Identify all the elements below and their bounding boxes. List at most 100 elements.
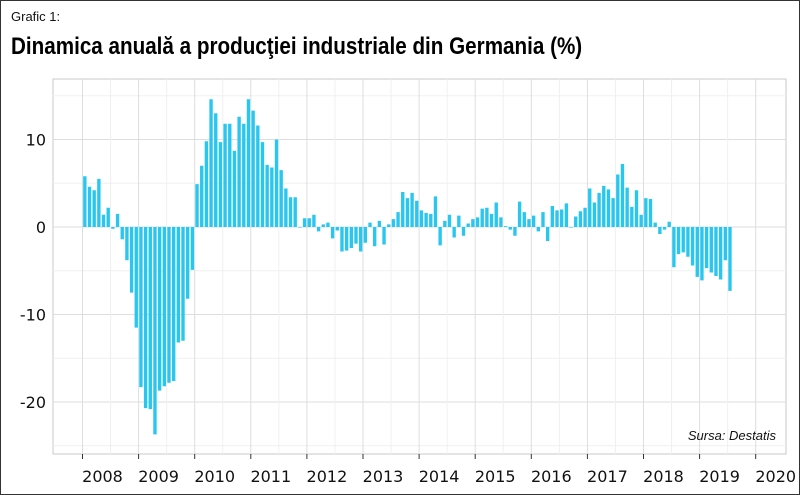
x-tick-label: 2015 [475, 467, 516, 486]
data-bar [214, 113, 218, 227]
data-bar [550, 206, 555, 227]
chart-caption: Grafic 1: [11, 9, 61, 24]
data-bar [475, 217, 480, 228]
data-bar [686, 227, 690, 257]
data-bar [443, 220, 447, 228]
data-bar [560, 209, 564, 227]
data-bar [242, 123, 246, 227]
data-bar [195, 184, 199, 228]
data-bar [358, 227, 363, 252]
data-bar [508, 227, 512, 230]
data-bar [349, 227, 353, 248]
x-tick-label: 2011 [250, 467, 291, 486]
data-bar [681, 227, 685, 253]
data-bar [232, 150, 237, 228]
data-bar [466, 223, 470, 227]
data-bar [503, 226, 508, 228]
data-bar [321, 224, 325, 228]
y-axis: 10 0 -10 -20 [20, 131, 46, 413]
data-bar [162, 227, 166, 387]
data-bar [316, 227, 321, 232]
data-bar [354, 227, 358, 244]
data-bar [256, 125, 260, 227]
data-bar [228, 123, 232, 227]
data-bar [120, 227, 124, 240]
data-bar [157, 227, 162, 391]
data-bar [611, 198, 615, 228]
data-bar [148, 227, 152, 409]
data-bar [676, 227, 681, 255]
data-bar [302, 218, 307, 227]
data-bar [186, 227, 190, 299]
data-bar [312, 214, 316, 227]
data-bar [167, 227, 171, 383]
data-bar [204, 141, 209, 227]
data-bar [447, 214, 452, 227]
x-tick-label: 2019 [699, 467, 740, 486]
y-tick-label: -20 [20, 393, 46, 412]
data-bar [391, 219, 396, 228]
data-bar [382, 227, 386, 245]
data-bar [592, 202, 597, 227]
data-bar [97, 178, 101, 228]
data-bar [139, 227, 143, 388]
data-bar [569, 227, 573, 228]
data-bar [92, 190, 96, 227]
data-bar [190, 227, 195, 270]
source-note: Sursa: Destatis [688, 428, 777, 443]
data-bar [723, 227, 727, 261]
data-bar [578, 211, 583, 227]
data-bar [237, 116, 241, 227]
x-tick-label: 2010 [194, 467, 235, 486]
data-bar [181, 227, 185, 341]
data-bar [111, 227, 115, 229]
data-bar [265, 164, 269, 228]
x-tick-label: 2012 [307, 467, 348, 486]
x-axis: 2008 2009 2010 2011 2012 2013 2014 2015 2016 2017… [82, 454, 796, 486]
data-bar [630, 206, 634, 228]
data-bar [658, 227, 662, 234]
data-bar [583, 207, 587, 227]
data-bar [667, 221, 671, 227]
data-bar [424, 213, 428, 227]
data-bar [536, 227, 540, 232]
data-bar [363, 227, 368, 243]
data-bar [83, 176, 87, 227]
data-bar [480, 208, 484, 228]
data-bar [106, 207, 110, 227]
data-bar [527, 219, 531, 228]
data-bar [125, 227, 129, 261]
data-bar [620, 164, 625, 227]
data-bar [541, 212, 545, 228]
data-bar [260, 142, 265, 228]
data-bar [714, 227, 718, 276]
data-bar [672, 227, 676, 268]
y-tick-label: 10 [26, 131, 46, 150]
data-bar [639, 214, 643, 227]
x-tick-label: 2008 [82, 467, 123, 486]
data-bar [171, 227, 176, 381]
data-bar [387, 224, 391, 228]
data-bar [695, 227, 699, 277]
data-bar [377, 220, 382, 228]
data-bar [489, 213, 494, 228]
data-bar [279, 170, 283, 228]
data-bar [176, 227, 181, 343]
data-bar [574, 216, 578, 227]
data-bar [485, 207, 489, 227]
data-bar [101, 214, 106, 227]
data-bar [200, 165, 204, 227]
data-bar [728, 227, 732, 291]
data-bar [223, 123, 227, 227]
data-bar [415, 200, 419, 227]
data-bar [513, 227, 517, 236]
data-bar [517, 201, 522, 228]
data-bar [555, 210, 559, 228]
data-bar [597, 192, 601, 228]
data-bar [373, 227, 377, 247]
data-bar [298, 227, 302, 228]
data-bar [330, 227, 335, 239]
data-bar [690, 227, 695, 266]
data-bar [288, 197, 293, 227]
